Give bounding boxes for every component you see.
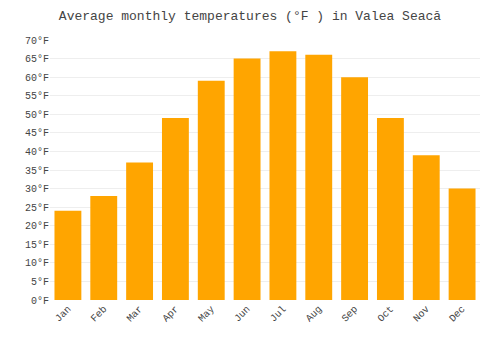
svg-text:Feb: Feb: [89, 304, 110, 325]
svg-text:25°F: 25°F: [25, 203, 49, 214]
svg-text:Jan: Jan: [53, 304, 74, 325]
svg-text:15°F: 15°F: [25, 240, 49, 251]
svg-text:Mar: Mar: [125, 304, 146, 325]
svg-text:70°F: 70°F: [25, 36, 49, 47]
svg-text:60°F: 60°F: [25, 73, 49, 84]
svg-text:Sep: Sep: [340, 304, 361, 325]
svg-text:Apr: Apr: [161, 304, 182, 325]
svg-text:Nov: Nov: [411, 304, 432, 325]
svg-text:Dec: Dec: [447, 304, 468, 325]
svg-text:Jun: Jun: [232, 304, 253, 325]
svg-text:20°F: 20°F: [25, 221, 49, 232]
svg-text:50°F: 50°F: [25, 110, 49, 121]
svg-text:Oct: Oct: [376, 304, 397, 325]
svg-text:30°F: 30°F: [25, 184, 49, 195]
svg-text:40°F: 40°F: [25, 147, 49, 158]
svg-text:10°F: 10°F: [25, 258, 49, 269]
svg-text:55°F: 55°F: [25, 91, 49, 102]
svg-text:0°F: 0°F: [31, 296, 49, 307]
svg-text:Aug: Aug: [304, 304, 325, 325]
svg-text:Jul: Jul: [268, 304, 289, 325]
svg-text:5°F: 5°F: [31, 277, 49, 288]
svg-text:May: May: [196, 304, 217, 325]
svg-text:Average monthly temperatures (: Average monthly temperatures (°F ) in Va…: [59, 9, 441, 24]
svg-text:35°F: 35°F: [25, 166, 49, 177]
svg-text:65°F: 65°F: [25, 54, 49, 65]
svg-text:45°F: 45°F: [25, 128, 49, 139]
